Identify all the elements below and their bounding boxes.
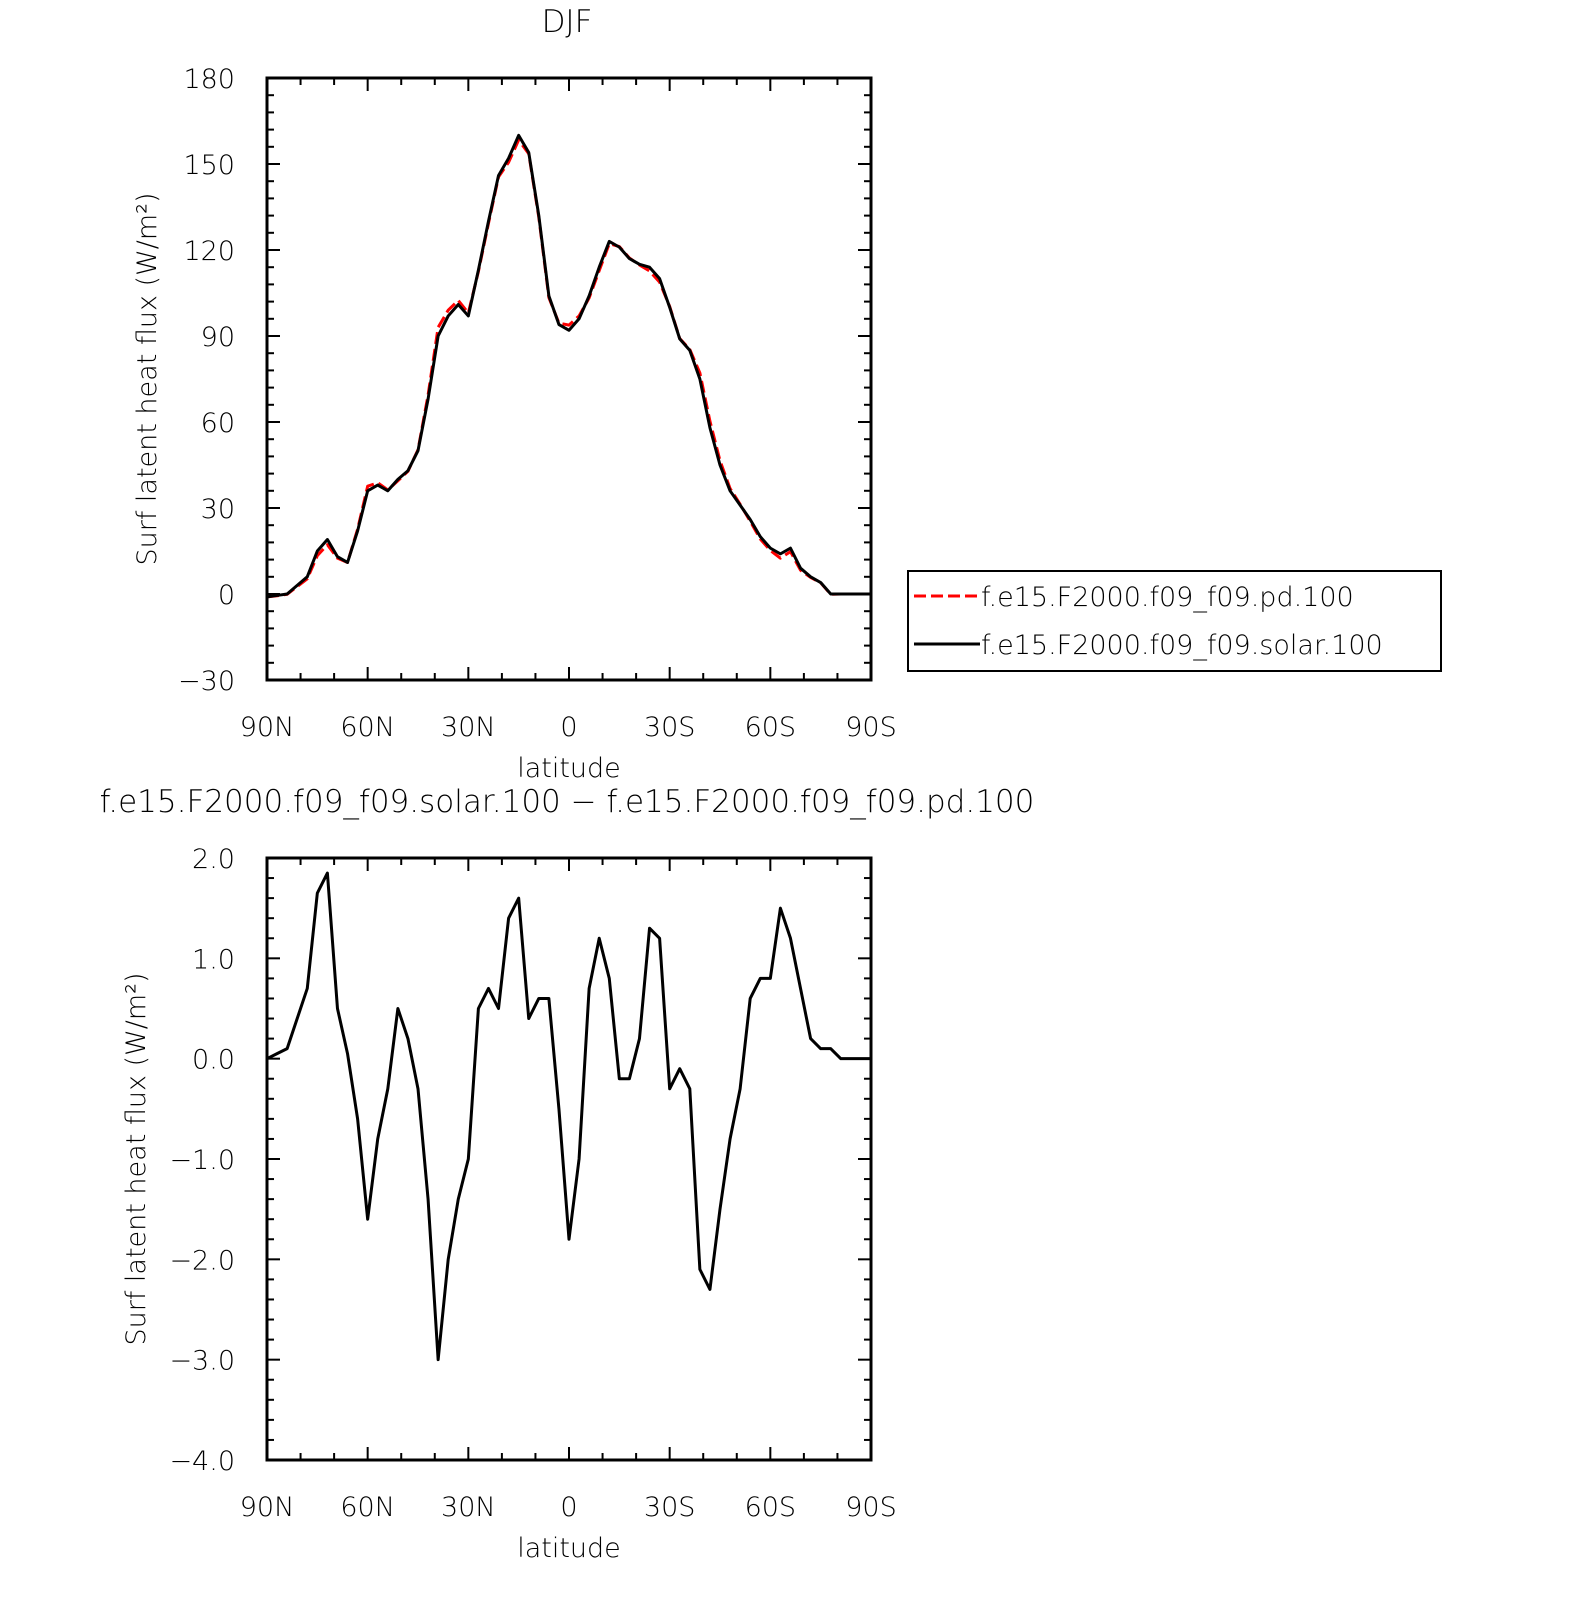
x-tick-label: 90S — [845, 1492, 897, 1523]
x-tick-label: 60N — [340, 1492, 395, 1523]
y-tick-label: 150 — [183, 150, 235, 181]
y-tick-label: −1.0 — [169, 1145, 235, 1176]
x-axis-label: latitude — [517, 1533, 621, 1564]
y-tick-label: −3.0 — [169, 1346, 235, 1377]
y-axis-label: Surf latent heat flux (W/m²) — [121, 972, 152, 1345]
x-tick-label: 60S — [745, 712, 797, 743]
y-axis-label: Surf latent heat flux (W/m²) — [132, 192, 163, 565]
data-line — [266, 138, 871, 599]
y-tick-label: −2.0 — [169, 1245, 235, 1276]
y-tick-label: 120 — [183, 236, 235, 267]
x-tick-label: 30N — [441, 1492, 496, 1523]
chart-title: f.e15.F2000.f09_f09.solar.100 − f.e15.F2… — [100, 784, 1035, 820]
y-tick-label: 30 — [201, 494, 235, 525]
x-tick-label: 0 — [560, 712, 577, 743]
legend-label: f.e15.F2000.f09_f09.solar.100 — [981, 630, 1383, 661]
plot-frame — [265, 76, 873, 682]
legend-box — [907, 570, 1442, 672]
y-tick-label: −4.0 — [169, 1446, 235, 1477]
x-axis-label: latitude — [517, 753, 621, 784]
x-tick-label: 90N — [240, 1492, 295, 1523]
x-tick-label: 0 — [560, 1492, 577, 1523]
x-tick-label: 90N — [240, 712, 295, 743]
legend-label: f.e15.F2000.f09_f09.pd.100 — [981, 582, 1354, 613]
x-tick-label: 30S — [644, 1492, 696, 1523]
data-line — [266, 133, 871, 599]
x-tick-label: 60N — [340, 712, 395, 743]
y-tick-label: 0.0 — [192, 1045, 235, 1076]
chart-title: DJF — [542, 4, 593, 40]
plot-frame — [265, 856, 873, 1462]
x-tick-label: 90S — [845, 712, 897, 743]
x-tick-label: 30S — [644, 712, 696, 743]
data-line — [266, 871, 871, 1362]
y-tick-label: 90 — [201, 322, 235, 353]
y-tick-label: 2.0 — [192, 844, 235, 875]
y-tick-label: −30 — [178, 666, 235, 697]
x-tick-label: 30N — [441, 712, 496, 743]
y-tick-label: 1.0 — [192, 944, 235, 975]
y-tick-label: 0 — [218, 580, 235, 611]
y-tick-label: 60 — [201, 408, 235, 439]
y-tick-label: 180 — [183, 64, 235, 95]
x-tick-label: 60S — [745, 1492, 797, 1523]
